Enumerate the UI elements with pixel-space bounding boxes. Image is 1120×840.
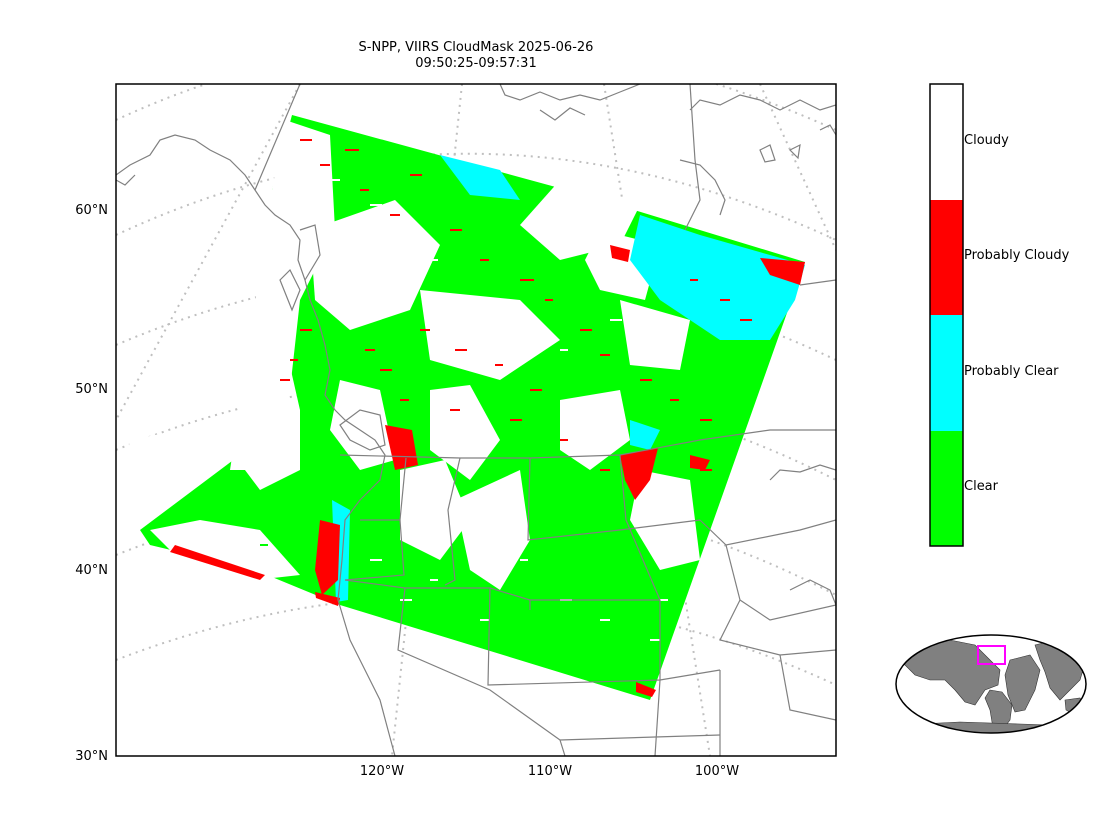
lon-label-100w: 100°W — [694, 764, 740, 779]
legend-label-probably-clear: Probably Clear — [964, 364, 1059, 379]
cloud-speckle — [200, 139, 752, 641]
colorbar-probably-cloudy — [930, 200, 963, 315]
coastlines — [116, 84, 836, 756]
colorbar-probably-clear — [930, 315, 963, 431]
lon-label-120w: 120°W — [359, 764, 405, 779]
legend-label-probably-cloudy: Probably Cloudy — [964, 248, 1070, 263]
colorbar-cloudy — [930, 84, 963, 200]
colorbar-frame — [929, 83, 964, 547]
title-line-1: S-NPP, VIIRS CloudMask 2025-06-26 — [358, 40, 594, 55]
colorbar — [929, 83, 964, 547]
legend-label-clear: Clear — [964, 479, 998, 494]
probably-cloudy-areas — [170, 245, 805, 697]
political-boundaries — [254, 84, 836, 756]
map-panel — [116, 84, 836, 756]
lon-label-110w: 110°W — [527, 764, 573, 779]
title-line-2: 09:50:25-09:57:31 — [415, 56, 537, 71]
legend-label-cloudy: Cloudy — [964, 133, 1009, 148]
colorbar-clear — [930, 431, 963, 546]
lat-label-60: 60°N — [75, 203, 108, 218]
lat-label-50: 50°N — [75, 382, 108, 397]
map-frame — [115, 83, 837, 757]
map-title: S-NPP, VIIRS CloudMask 2025-06-26 09:50:… — [276, 40, 676, 72]
lat-label-40: 40°N — [75, 563, 108, 578]
inset-globe — [895, 634, 1087, 734]
inset-extent-box — [977, 645, 1006, 665]
probably-clear-areas — [332, 155, 805, 602]
lat-label-30: 30°N — [75, 749, 108, 764]
